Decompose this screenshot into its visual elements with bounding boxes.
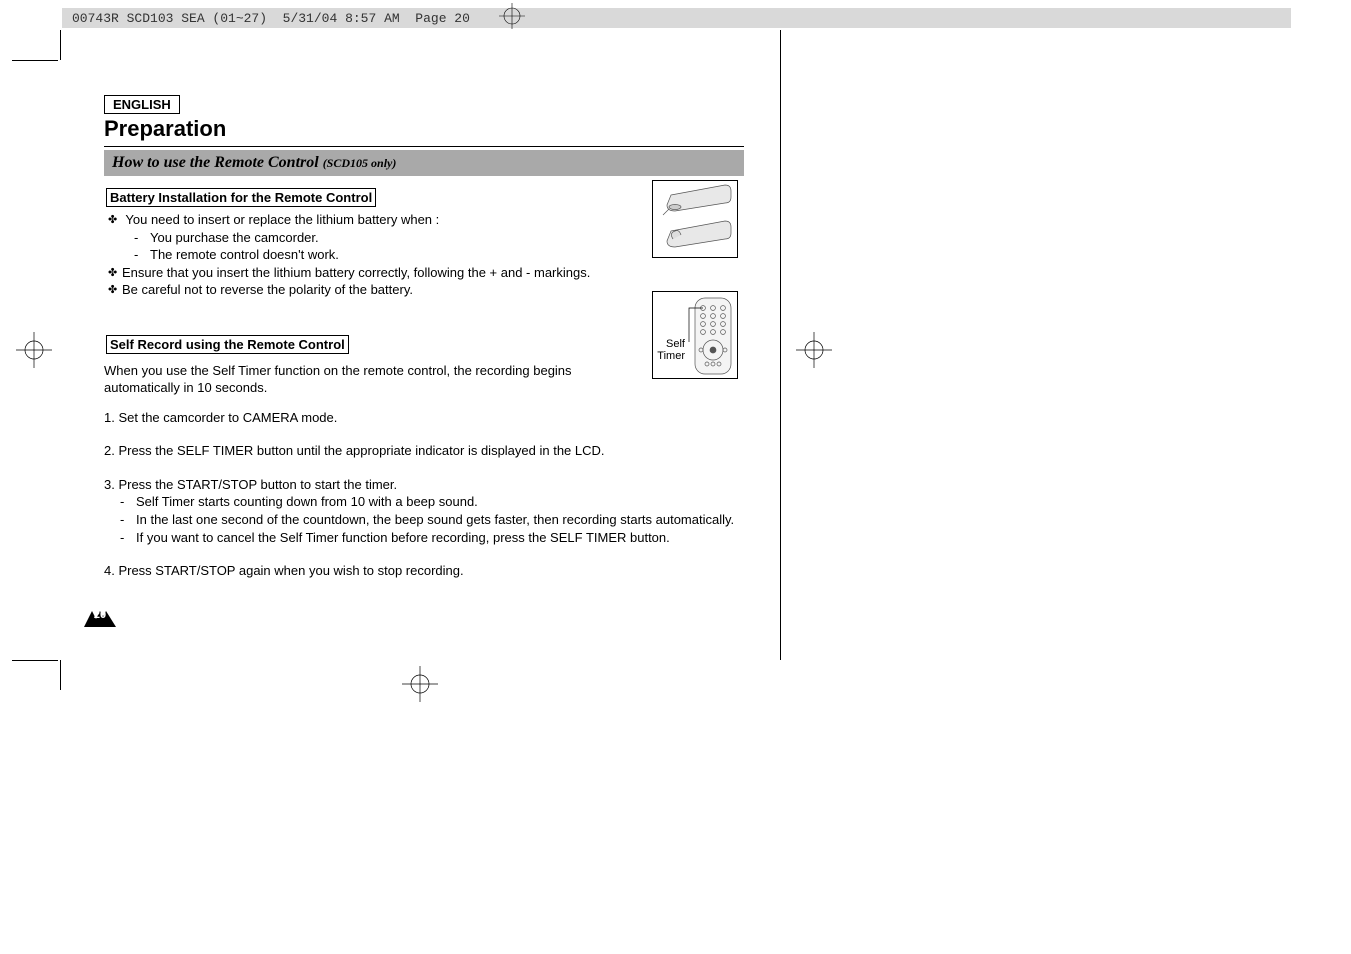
- horizontal-rule: [104, 146, 744, 147]
- heading-battery: Battery Installation for the Remote Cont…: [106, 188, 376, 207]
- heading-self-record: Self Record using the Remote Control: [106, 335, 349, 354]
- list-item: You need to insert or replace the lithiu…: [122, 211, 744, 264]
- list-item: Self Timer starts counting down from 10 …: [136, 493, 744, 511]
- list-item: 4. Press START/STOP again when you wish …: [104, 562, 744, 580]
- header-crosshair-icon: [468, 0, 525, 48]
- document-header: 00743R SCD103 SEA (01~27) 5/31/04 8:57 A…: [62, 8, 1291, 28]
- subtitle-main: How to use the Remote Control: [112, 154, 323, 171]
- crop-line: [60, 660, 61, 690]
- list-item: 3. Press the START/STOP button to start …: [104, 476, 744, 546]
- battery-list: You need to insert or replace the lithiu…: [104, 211, 744, 299]
- crop-line: [12, 660, 58, 661]
- illustration-remote-timer: Self Timer: [652, 291, 738, 379]
- section-title: Preparation: [104, 116, 744, 142]
- illus-label-line1: Self: [657, 338, 685, 350]
- list-item: Ensure that you insert the lithium batte…: [122, 264, 744, 282]
- language-indicator: ENGLISH: [104, 95, 180, 114]
- list-item: 2. Press the SELF TIMER button until the…: [104, 442, 744, 460]
- doc-date: 5/31/04 8:57 AM: [283, 11, 400, 26]
- doc-page: Page 20: [415, 11, 470, 26]
- subtitle-bar: How to use the Remote Control (SCD105 on…: [104, 150, 744, 176]
- page-content: ENGLISH Preparation How to use the Remot…: [104, 95, 744, 580]
- doc-file: 00743R SCD103 SEA (01~27): [72, 11, 267, 26]
- list-text: 3. Press the START/STOP button to start …: [104, 477, 397, 492]
- list-item: In the last one second of the countdown,…: [136, 511, 744, 529]
- registration-mark-icon: [402, 666, 438, 702]
- page-number-badge: 20: [84, 605, 116, 629]
- crop-line: [12, 60, 58, 61]
- list-item: If you want to cancel the Self Timer fun…: [136, 529, 744, 547]
- illustration-battery: [652, 180, 738, 258]
- subtitle-note: (SCD105 only): [323, 156, 397, 170]
- illus-label-line2: Timer: [657, 350, 685, 362]
- self-record-intro: When you use the Self Timer function on …: [104, 362, 614, 397]
- list-text: You need to insert or replace the lithiu…: [125, 212, 439, 227]
- crop-line: [780, 30, 781, 660]
- registration-mark-icon: [16, 332, 52, 368]
- list-item: 1. Set the camcorder to CAMERA mode.: [104, 409, 744, 427]
- page-number: 20: [84, 609, 116, 621]
- crop-line: [60, 30, 61, 60]
- registration-mark-icon: [796, 332, 832, 368]
- steps-list: 1. Set the camcorder to CAMERA mode. 2. …: [104, 409, 744, 580]
- list-item: Be careful not to reverse the polarity o…: [122, 281, 744, 299]
